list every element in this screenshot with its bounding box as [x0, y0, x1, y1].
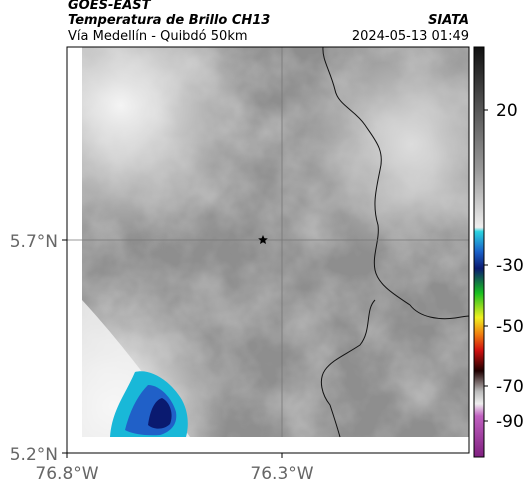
- satellite: GOES-EAST: [68, 0, 152, 13]
- product: Temperatura de Brillo CH13: [68, 13, 270, 28]
- colorbar: 20 -30 -50 -70 -90: [473, 46, 524, 458]
- colorbar-tick: 20: [496, 101, 518, 121]
- source: SIATA: [428, 13, 469, 28]
- colorbar-tick: -70: [496, 377, 524, 397]
- timestamp: 2024-05-13 01:49: [352, 29, 469, 44]
- lon-label: 76.8°W: [35, 464, 98, 484]
- colorbar-tick: -90: [496, 412, 524, 432]
- map-frame: [66, 46, 470, 454]
- lat-label: 5.7°N: [10, 232, 58, 252]
- colorbar-tick: -50: [496, 317, 524, 337]
- lon-label: 76.3°W: [250, 464, 313, 484]
- region: Vía Medellín - Quibdó 50km: [68, 29, 248, 44]
- satellite-image: [67, 46, 470, 438]
- lat-label: 5.2°N: [10, 445, 58, 465]
- colorbar-tick: -30: [496, 256, 524, 276]
